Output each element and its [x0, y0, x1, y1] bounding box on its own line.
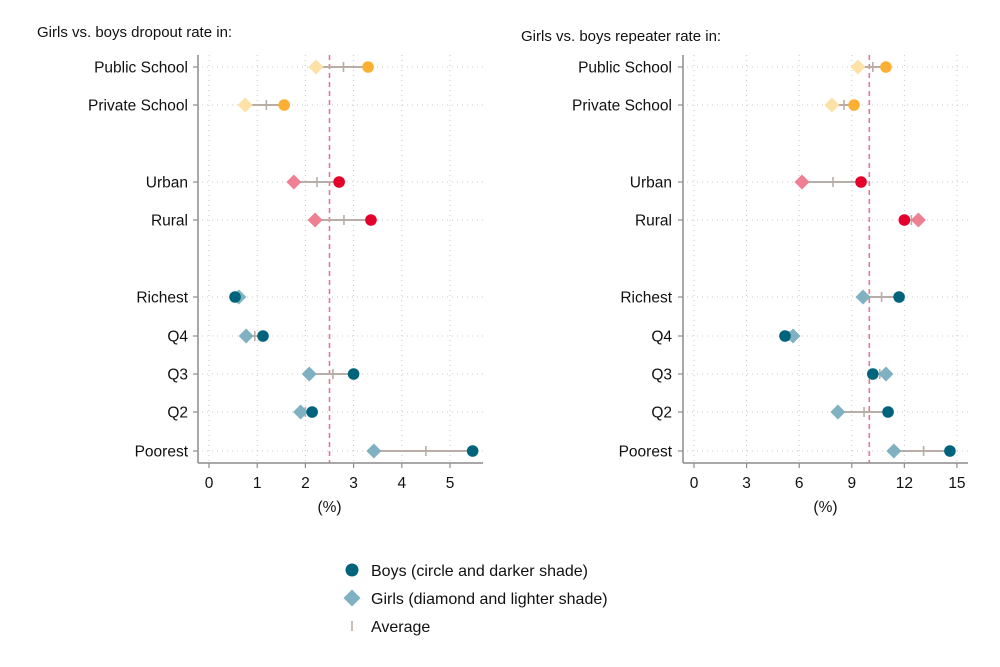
boys-circle-marker — [893, 291, 905, 303]
x-tick-label: 0 — [205, 475, 214, 492]
girls-diamond-marker — [293, 404, 309, 420]
girls-diamond-marker — [286, 174, 302, 190]
y-tick-label: Richest — [620, 290, 672, 307]
boys-circle-marker — [347, 368, 360, 380]
y-tick-label: Q2 — [651, 405, 672, 422]
girls-diamond-marker — [794, 174, 810, 190]
boys-circle-marker — [880, 61, 892, 73]
x-tick-label: 5 — [446, 475, 455, 492]
boys-circle-marker — [278, 99, 290, 111]
boys-circle-marker — [466, 445, 479, 457]
x-tick-label: 6 — [795, 475, 804, 492]
y-tick-label: Poorest — [619, 444, 673, 461]
girls-diamond-marker — [910, 212, 926, 228]
legend-label: Average — [371, 619, 430, 636]
boys-circle-marker — [944, 445, 956, 457]
girls-diamond-marker — [830, 404, 846, 420]
girls-diamond-marker — [878, 366, 894, 382]
y-tick-label: Private School — [88, 98, 188, 115]
boys-circle-marker — [779, 330, 791, 342]
y-tick-label: Urban — [146, 175, 188, 192]
girls-diamond-marker — [886, 443, 902, 459]
x-tick-label: 2 — [301, 475, 310, 492]
legend-label: Boys (circle and darker shade) — [371, 563, 588, 580]
boys-circle-marker — [362, 61, 374, 73]
x-tick-label: 3 — [742, 475, 751, 492]
chart-panel-2: Girls vs. boys repeater rate in: Public S… — [521, 28, 968, 516]
y-tick-label: Urban — [630, 175, 672, 192]
x-tick-label: 12 — [896, 475, 913, 492]
boys-circle-marker — [333, 176, 345, 188]
y-tick-label: Q3 — [651, 367, 672, 384]
y-tick-label: Poorest — [135, 444, 189, 461]
y-tick-label: Public School — [94, 60, 188, 77]
girls-diamond-marker — [237, 97, 253, 113]
girls-diamond-marker — [850, 59, 866, 75]
girls-diamond-marker — [301, 366, 317, 382]
girls-diamond-marker — [238, 328, 254, 344]
girls-diamond-marker — [824, 97, 840, 113]
chart-title: Girls vs. boys dropout rate in: — [37, 24, 232, 41]
boys-circle-marker — [867, 368, 879, 380]
girls-diamond-marker — [307, 212, 323, 228]
x-axis-label: (%) — [813, 499, 837, 516]
girls-diamond-marker — [855, 289, 871, 305]
x-tick-label: 1 — [253, 475, 262, 492]
legend: Boys (circle and darker shade) Girls (dia… — [343, 563, 608, 636]
chart-title: Girls vs. boys repeater rate in: — [521, 28, 721, 45]
y-tick-label: Q4 — [651, 329, 672, 346]
chart-panel-1: Girls vs. boys dropout rate in: Public Sc… — [37, 24, 483, 516]
boys-circle-marker — [365, 214, 377, 226]
boys-circle-marker — [229, 291, 241, 303]
legend-girls-diamond-icon — [343, 589, 361, 607]
boys-circle-marker — [257, 330, 269, 342]
x-tick-label: 9 — [847, 475, 856, 492]
x-axis-label: (%) — [317, 499, 341, 516]
y-tick-label: Public School — [578, 60, 672, 77]
girls-diamond-marker — [366, 443, 382, 459]
legend-boys-circle-icon — [345, 563, 359, 577]
x-tick-label: 4 — [397, 475, 406, 492]
y-tick-label: Rural — [151, 213, 188, 230]
boys-circle-marker — [855, 176, 867, 188]
y-tick-label: Q3 — [167, 367, 188, 384]
boys-circle-marker — [898, 214, 911, 226]
boys-circle-marker — [882, 406, 894, 418]
y-tick-label: Q4 — [167, 329, 188, 346]
girls-diamond-marker — [308, 59, 324, 75]
y-tick-label: Private School — [572, 98, 672, 115]
y-tick-label: Rural — [635, 213, 672, 230]
y-tick-label: Q2 — [167, 405, 188, 422]
legend-label: Girls (diamond and lighter shade) — [371, 591, 608, 608]
y-tick-label: Richest — [136, 290, 188, 307]
x-tick-label: 3 — [349, 475, 358, 492]
x-tick-label: 0 — [690, 475, 699, 492]
boys-circle-marker — [306, 406, 318, 418]
x-tick-label: 15 — [948, 475, 965, 492]
boys-circle-marker — [848, 99, 860, 111]
